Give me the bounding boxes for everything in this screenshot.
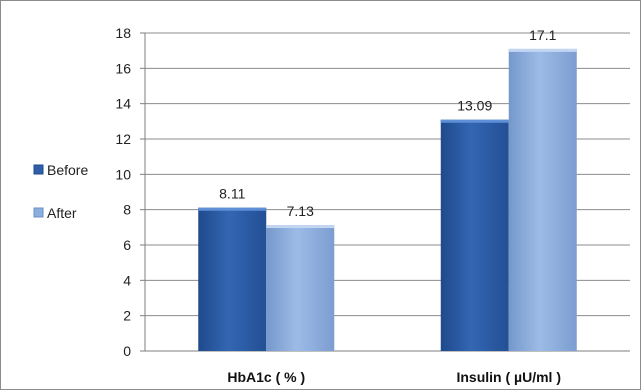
- category-label: HbA1c ( % ): [227, 369, 305, 385]
- legend-swatch-after: [33, 207, 44, 218]
- legend-label-after: After: [47, 205, 77, 221]
- category-labels: HbA1c ( % ) Insulin ( µU/ml ): [227, 369, 561, 385]
- category-label: Insulin ( µU/ml ): [456, 369, 561, 385]
- bar-top-highlight: [508, 48, 577, 52]
- y-axis: 0 2 4 6 8 10 12 14 16 18: [115, 25, 146, 359]
- data-label: 13.09: [457, 98, 492, 114]
- bar-after: [508, 48, 577, 352]
- y-tick-label: 8: [123, 202, 131, 218]
- bar-top-highlight: [440, 119, 509, 123]
- data-labels: 8.11 7.13 13.09 17.1: [219, 27, 556, 219]
- y-tick-label: 14: [115, 96, 131, 112]
- y-tick-label: 0: [123, 343, 131, 359]
- y-tick-label: 12: [115, 131, 131, 147]
- bar-top-highlight: [266, 225, 335, 229]
- legend: Before After: [33, 162, 88, 221]
- y-tick-label: 4: [123, 272, 131, 288]
- y-tick-label: 16: [115, 60, 131, 76]
- data-label: 8.11: [219, 186, 245, 202]
- y-tick-label: 18: [115, 25, 131, 41]
- bar-top-highlight: [198, 207, 267, 211]
- data-label: 17.1: [529, 27, 556, 43]
- bar-after: [266, 225, 335, 351]
- bar-before: [198, 207, 267, 351]
- bar-before: [440, 119, 509, 351]
- y-tick-label: 10: [115, 166, 131, 182]
- y-tick-label: 2: [123, 308, 131, 324]
- legend-swatch-before: [33, 164, 44, 175]
- legend-label-before: Before: [47, 162, 88, 178]
- bars: [198, 48, 577, 352]
- y-tick-label: 6: [123, 237, 131, 253]
- data-label: 7.13: [287, 203, 314, 219]
